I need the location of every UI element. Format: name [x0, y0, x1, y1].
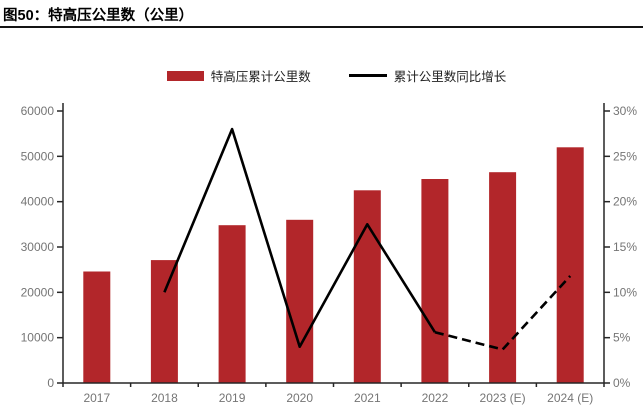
- left-axis-tick-label: 0: [47, 376, 54, 390]
- bar-2023 (E): [489, 172, 517, 383]
- x-axis-tick-label: 2017: [83, 391, 110, 405]
- left-axis-tick-label: 50000: [21, 149, 55, 163]
- legend-label-line-series: 累计公里数同比增长: [393, 70, 507, 84]
- legend-label-bar-series: 特高压累计公里数: [210, 70, 311, 84]
- x-axis-tick-label: 2023 (E): [480, 391, 526, 405]
- left-axis-tick-label: 60000: [21, 104, 55, 118]
- right-axis-tick-label: 0%: [613, 376, 631, 390]
- bar-2017: [83, 271, 111, 383]
- right-axis-tick-label: 5%: [613, 331, 631, 345]
- right-axis-tick-label: 15%: [613, 240, 637, 254]
- left-axis-tick-label: 30000: [21, 240, 55, 254]
- right-axis-tick-label: 25%: [613, 149, 637, 163]
- bar-2022: [421, 179, 449, 383]
- bar-2018: [150, 260, 178, 383]
- line-swatch-icon: [348, 74, 387, 77]
- uhv-kilometers-chart: 0 10000 20000 30000 40000 50000 60000 0% 5% 10% 15…: [21, 103, 637, 405]
- figure-title: 图50：特高压公里数（公里）: [3, 8, 194, 24]
- right-axis-tick-label: 30%: [613, 104, 637, 118]
- bar-swatch-icon: [166, 70, 204, 81]
- x-axis-tick-label: 2024 (E): [547, 391, 593, 405]
- bar-2024 (E): [556, 147, 584, 383]
- left-axis-tick-label: 20000: [21, 285, 55, 299]
- x-axis-tick-label: 2020: [286, 391, 313, 405]
- bar-2020: [286, 219, 314, 383]
- chart-legend: 特高压累计公里数 累计公里数同比增长: [0, 66, 643, 85]
- growth-line: [163, 127, 572, 351]
- x-axis-tick-label: 2021: [354, 391, 381, 405]
- x-axis-tick-label: 2022: [422, 391, 449, 405]
- axes: 0 10000 20000 30000 40000 50000 60000 0% 5% 10% 15…: [21, 103, 637, 405]
- right-axis-tick-label: 20%: [613, 195, 637, 209]
- legend-item-bar-series: 特高压累计公里数: [166, 66, 311, 85]
- growth-line-solid: [163, 127, 437, 348]
- x-axis-tick-label: 2019: [219, 391, 246, 405]
- bar-2021: [353, 190, 381, 383]
- x-axis-tick-label: 2018: [151, 391, 178, 405]
- bars: [83, 147, 584, 383]
- bar-2019: [218, 225, 246, 383]
- title-divider: [0, 26, 643, 28]
- left-axis-tick-label: 40000: [21, 195, 55, 209]
- right-axis-tick-label: 10%: [613, 285, 637, 299]
- left-axis-tick-label: 10000: [21, 331, 55, 345]
- legend-item-line-series: 累计公里数同比增长: [348, 66, 507, 85]
